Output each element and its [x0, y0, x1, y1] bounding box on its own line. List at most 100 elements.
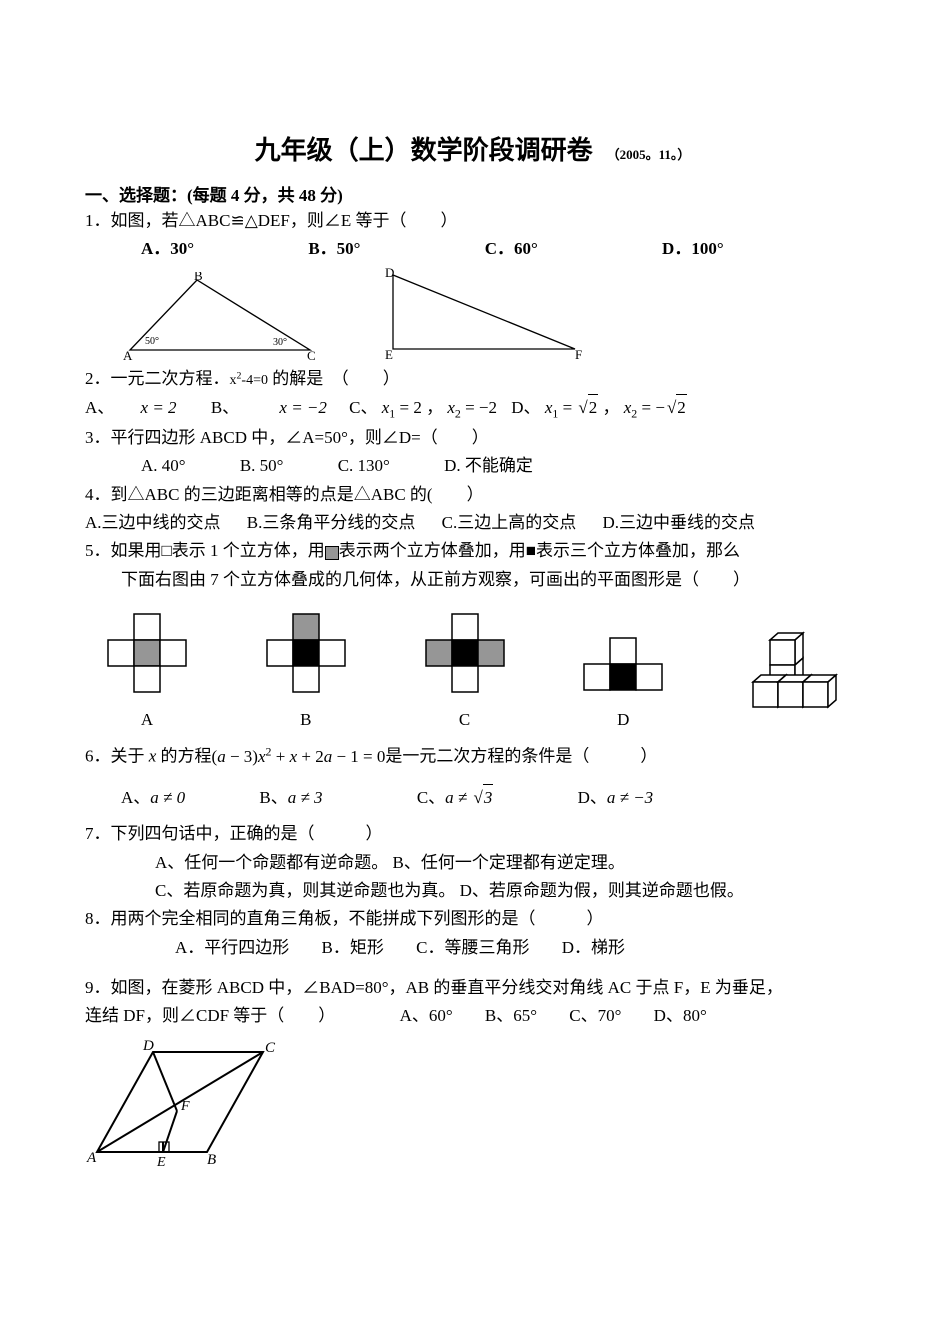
q1-opt-a: A．30° [141, 236, 194, 262]
q4-opt-b: B.三条角平分线的交点 [247, 510, 416, 536]
q5-stem3: 下面右图由 7 个立方体叠成的几何体，从正前方观察，可画出的平面图形是（ ） [121, 567, 860, 593]
q1-opt-c: C．60° [485, 236, 538, 262]
q1-figures: A B C 50° 30° D E F [115, 267, 860, 362]
q7-opt-b: B、任何一个定理都有逆定理。 [393, 850, 625, 876]
q8-opt-a: A．平行四边形 [175, 935, 289, 961]
q2-stem-a: 2．一元二次方程． [85, 369, 230, 388]
svg-text:30°: 30° [273, 337, 287, 348]
q8-opt-b: B．矩形 [322, 935, 384, 961]
q9-opt-c: C、70° [569, 1006, 621, 1025]
svg-text:D: D [385, 267, 394, 280]
q3-opt-b: B. 50° [240, 453, 284, 479]
q3-options: A. 40° B. 50° C. 130° D. 不能确定 [141, 453, 860, 479]
title-main: 九年级（上）数学阶段调研卷 [255, 136, 593, 165]
svg-text:E: E [385, 347, 393, 362]
q3-opt-c: C. 130° [338, 453, 390, 479]
title-sub: （2005。11。） [607, 147, 691, 162]
q6-opt-a: a ≠ 0 [150, 785, 185, 811]
section-heading: 一、选择题：(每题 4 分，共 48 分) [85, 181, 860, 206]
q2-expr: x2-4=0 [230, 373, 268, 388]
q5-cap-b: B [264, 710, 348, 730]
q6-s1: 6．关于 [85, 747, 149, 766]
svg-text:A: A [86, 1150, 97, 1166]
svg-text:D: D [142, 1038, 154, 1054]
q2-stem: 2．一元二次方程．x2-4=0 的解是 （ ） [85, 366, 860, 392]
q8-stem: 8．用两个完全相同的直角三角板，不能拼成下列图形的是（ ） [85, 906, 860, 932]
q5-cap-d: D [581, 710, 665, 730]
q5-opt-a-fig: A [105, 611, 189, 730]
q2-opt-c-lbl: C、 [349, 395, 377, 421]
q5-opt-c-fig: C [423, 611, 507, 730]
svg-text:50°: 50° [145, 336, 159, 347]
q6-opt-c: a ≠ 3 [445, 784, 493, 811]
q2-opt-a-lbl: A、 [85, 395, 114, 421]
svg-text:C: C [307, 348, 316, 362]
q4-opt-a: A.三边中线的交点 [85, 510, 221, 536]
q6-s2: 的方程 [161, 747, 212, 766]
svg-text:B: B [207, 1152, 216, 1168]
q6-s3: 是一元二次方程的条件是（ ） [385, 747, 657, 766]
svg-text:B: B [194, 272, 203, 283]
q3-stem: 3．平行四边形 ABCD 中，∠A=50°，则∠D=（ ） [85, 425, 860, 451]
q1-triangle-def: D E F [375, 267, 595, 362]
q5-stem2: 表示两个立方体叠加，用■表示三个立方体叠加，那么 [339, 541, 740, 560]
q9-figure: A B C D E F [85, 1034, 860, 1174]
q1-opt-d: D．100° [662, 236, 724, 262]
q9-stem2: 连结 DF，则∠CDF 等于（ ） [85, 1006, 335, 1025]
q7-opt-c: C、若原命题为真，则其逆命题也为真。 [155, 878, 455, 904]
q6-d-lbl: D、 [578, 785, 607, 811]
svg-text:A: A [123, 348, 133, 362]
q2-opt-a: x = 2 [141, 395, 177, 421]
q2-opt-d: x1 = 2 ， x2 = −2 [545, 394, 687, 423]
q9-stem2-row: 连结 DF，则∠CDF 等于（ ） A、60° B、65° C、70° D、80… [85, 1003, 860, 1029]
q6-opt-d: a ≠ −3 [607, 785, 653, 811]
q8-opt-d: D．梯形 [562, 935, 625, 961]
q2-opt-d-lbl: D、 [511, 395, 540, 421]
q5-3d-fig [740, 630, 850, 730]
q7-opt-a: A、任何一个命题都有逆命题。 [155, 850, 388, 876]
q4-opt-d: D.三边中垂线的交点 [602, 510, 755, 536]
q5-opt-b-fig: B [264, 611, 348, 730]
q6-options: A、a ≠ 0 B、a ≠ 3 C、a ≠ 3 D、a ≠ −3 [121, 784, 860, 811]
q6-stem: 6．关于 x 的方程(a − 3)x2 + x + 2a − 1 = 0是一元二… [85, 742, 860, 770]
q8-options: A．平行四边形 B．矩形 C．等腰三角形 D．梯形 [175, 935, 860, 961]
half-square-icon [325, 546, 339, 560]
page-title: 九年级（上）数学阶段调研卷 （2005。11。） [85, 130, 860, 167]
q9-stem1: 9．如图，在菱形 ABCD 中，∠BAD=80°，AB 的垂直平分线交对角线 A… [85, 975, 860, 1001]
q7-opt-d: D、若原命题为假，则其逆命题也假。 [460, 878, 744, 904]
q9-opt-a: A、60° [400, 1006, 453, 1025]
q1-opt-b: B．50° [308, 236, 360, 262]
q8-opt-c: C．等腰三角形 [416, 935, 529, 961]
q6-x: x [149, 747, 161, 766]
q1-triangle-abc: A B C 50° 30° [115, 272, 335, 362]
svg-text:E: E [156, 1155, 166, 1169]
q4-stem: 4．到△ABC 的三边距离相等的点是△ABC 的( ） [85, 482, 860, 508]
q9-opt-b: B、65° [485, 1006, 537, 1025]
q6-opt-b: a ≠ 3 [288, 785, 323, 811]
q2-opt-c: x1 = 2 ， x2 = −2 [382, 395, 497, 423]
svg-text:F: F [180, 1099, 190, 1114]
q6-b-lbl: B、 [259, 785, 287, 811]
q2-opt-b-lbl: B、 [211, 395, 239, 421]
q1-options: A．30° B．50° C．60° D．100° [85, 236, 860, 262]
q2-options: A、 x = 2 B、 x = −2 C、 x1 = 2 ， x2 = −2 D… [85, 394, 860, 423]
q3-opt-a: A. 40° [141, 453, 186, 479]
q5-opt-d-fig: D [581, 635, 665, 730]
q6-a-lbl: A、 [121, 785, 150, 811]
svg-text:F: F [575, 347, 582, 362]
q7-opts-row1: A、任何一个命题都有逆命题。 B、任何一个定理都有逆定理。 [155, 850, 860, 876]
q6-c-lbl: C、 [417, 785, 445, 811]
q4-options: A.三边中线的交点 B.三条角平分线的交点 C.三边上高的交点 D.三边中垂线的… [85, 510, 860, 536]
q9-opt-d: D、80° [654, 1006, 707, 1025]
q2-opt-b: x = −2 [279, 395, 327, 421]
svg-text:C: C [265, 1040, 276, 1056]
q5-stem1: 5．如果用□表示 1 个立方体，用 [85, 541, 325, 560]
q5-figures: A B [85, 611, 860, 730]
q5-stem: 5．如果用□表示 1 个立方体，用表示两个立方体叠加，用■表示三个立方体叠加，那… [85, 538, 860, 564]
q7-stem: 7．下列四句话中，正确的是（ ） [85, 821, 860, 847]
q1-stem: 1．如图，若△ABC≌△DEF，则∠E 等于（ ） [85, 208, 860, 234]
q2-stem-b: 的解是 （ ） [268, 369, 400, 388]
q5-cap-c: C [423, 710, 507, 730]
q4-opt-c: C.三边上高的交点 [442, 510, 577, 536]
q5-cap-a: A [105, 710, 189, 730]
